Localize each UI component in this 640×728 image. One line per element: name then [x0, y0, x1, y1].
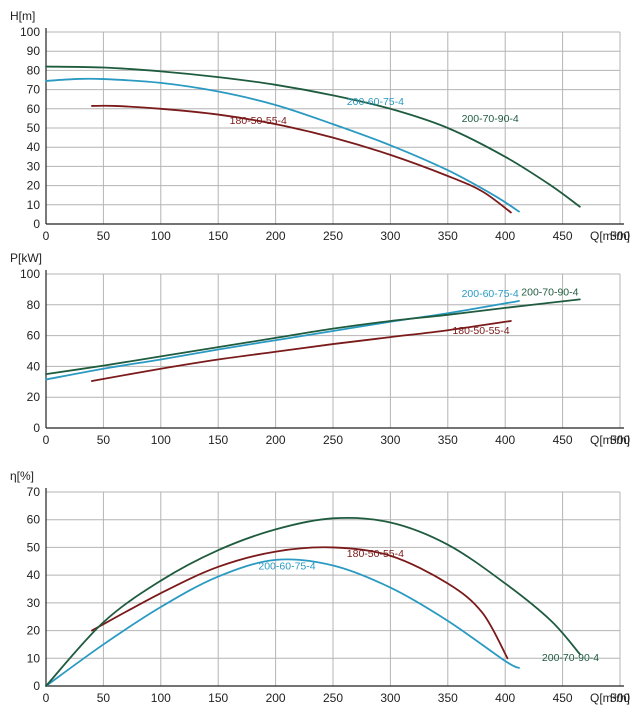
series-line	[45, 65, 581, 208]
y-tick-label: 90	[27, 44, 41, 58]
chart-panel-3: 0 50 100 150 200 250 300 350 400 450 500 0 10 20 30 40 5…	[10, 469, 630, 705]
y-tick-label: 40	[27, 359, 41, 373]
y-axis-title: P[kW]	[10, 251, 42, 265]
y-tick-label: 80	[27, 298, 41, 312]
x-tick-label: 50	[97, 691, 111, 705]
y-tick-label: 40	[27, 568, 41, 582]
x-tick-label: 500	[610, 229, 630, 243]
series-label: 200-70-90-4	[462, 113, 519, 125]
y-tick-label: 40	[27, 140, 41, 154]
x-tick-label: 250	[323, 691, 343, 705]
x-axis-title: Q[m³/h]	[590, 433, 630, 447]
x-tick-label: 450	[553, 433, 573, 447]
x-tick-label: 100	[151, 433, 171, 447]
x-tick-label: 200	[266, 691, 286, 705]
x-tick-label: 150	[208, 433, 228, 447]
series-label: 200-70-90-4	[542, 652, 599, 664]
x-tick-label: 500	[610, 433, 630, 447]
x-tick-label: 0	[43, 691, 50, 705]
y-tick-label: 0	[33, 217, 40, 231]
y-tick-label: 100	[20, 25, 40, 39]
x-tick-label: 0	[43, 433, 50, 447]
y-tick-label: 20	[27, 179, 41, 193]
x-tick-label: 0	[43, 229, 50, 243]
x-tick-label: 350	[438, 433, 458, 447]
series-line	[45, 77, 520, 213]
series-label: 180-50-55-4	[452, 325, 509, 337]
y-tick-label: 30	[27, 596, 41, 610]
x-tick-label: 150	[208, 691, 228, 705]
y-tick-label: 50	[27, 121, 41, 135]
x-tick-label: 450	[553, 229, 573, 243]
x-tick-label: 450	[553, 691, 573, 705]
series-label: 200-60-75-4	[258, 561, 315, 573]
chart-panel-2: 0 50 100 150 200 250 300 350 400 450 500 0 20 40 60 80 1…	[10, 251, 630, 447]
series-label: 200-60-75-4	[462, 288, 519, 300]
x-tick-label: 100	[151, 691, 171, 705]
y-tick-label: 20	[27, 390, 41, 404]
series-label: 200-60-75-4	[347, 96, 404, 108]
series-label: 180-50-55-4	[230, 115, 287, 127]
x-tick-label: 300	[380, 229, 400, 243]
y-axis-title: H[m]	[10, 9, 35, 23]
x-tick-label: 500	[610, 691, 630, 705]
chart-panel-1: 0 50 100 150 200 250 300 350 400 450 500 0 10 20 30 40 5…	[10, 9, 630, 243]
x-tick-label: 400	[495, 433, 515, 447]
y-tick-label: 80	[27, 63, 41, 77]
x-tick-label: 300	[380, 691, 400, 705]
x-tick-label: 350	[438, 691, 458, 705]
series-label: 200-70-90-4	[521, 287, 578, 299]
x-tick-label: 200	[266, 229, 286, 243]
x-axis-title: Q[m³/h]	[590, 229, 630, 243]
x-tick-label: 200	[266, 433, 286, 447]
y-axis-title: η[%]	[10, 469, 34, 483]
y-tick-label: 0	[33, 679, 40, 693]
y-tick-label: 100	[20, 267, 40, 281]
x-tick-label: 250	[323, 229, 343, 243]
y-tick-label: 60	[27, 102, 41, 116]
x-tick-label: 300	[380, 433, 400, 447]
series-line	[45, 300, 520, 381]
x-tick-label: 350	[438, 229, 458, 243]
series-line	[91, 104, 512, 214]
series-line	[45, 558, 520, 687]
x-tick-label: 150	[208, 229, 228, 243]
x-tick-label: 50	[97, 433, 111, 447]
y-tick-label: 10	[27, 198, 41, 212]
y-tick-label: 20	[27, 624, 41, 638]
y-tick-label: 50	[27, 540, 41, 554]
series-label: 180-50-55-4	[347, 548, 404, 560]
y-tick-label: 30	[27, 159, 41, 173]
y-tick-label: 60	[27, 329, 41, 343]
x-tick-label: 250	[323, 433, 343, 447]
x-tick-label: 400	[495, 691, 515, 705]
x-axis-title: Q[m³/h]	[590, 691, 630, 705]
series-line	[45, 516, 581, 687]
y-tick-label: 0	[33, 421, 40, 435]
x-tick-label: 400	[495, 229, 515, 243]
y-tick-label: 70	[27, 485, 41, 499]
x-tick-label: 50	[97, 229, 111, 243]
series-line	[45, 298, 581, 375]
series-line	[91, 320, 512, 382]
x-tick-label: 100	[151, 229, 171, 243]
series-line	[91, 546, 509, 660]
y-tick-label: 70	[27, 83, 41, 97]
y-tick-label: 10	[27, 651, 41, 665]
y-tick-label: 60	[27, 513, 41, 527]
